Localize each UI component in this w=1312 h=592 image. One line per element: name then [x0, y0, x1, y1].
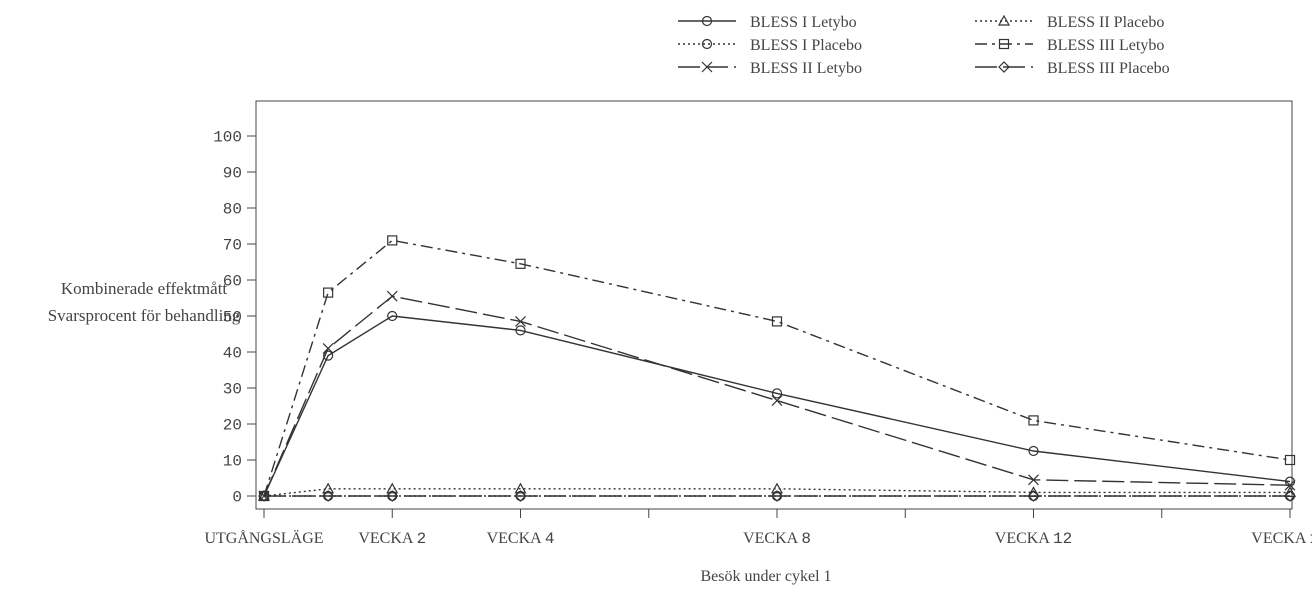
y-tick-label-80: 80 — [223, 201, 242, 219]
point-bless-iii-placebo-week-2 — [386, 490, 399, 502]
legend-marker-bless-i-letybo — [701, 15, 713, 27]
legend-item-bless-ii-placebo: BLESS II Placebo — [975, 14, 1164, 31]
legend-label-bless-ii-letybo: BLESS II Letybo — [750, 60, 862, 77]
x-axis: UTGÅNGSLÄGE VECKA 2 VECKA 4 VECKA 8 VECKA 12… — [204, 509, 1312, 548]
legend-marker-bless-ii-letybo — [701, 61, 713, 73]
point-bless-iii-letybo-week-1 — [323, 287, 334, 298]
point-bless-iii-placebo-week-16 — [1284, 490, 1296, 502]
point-bless-ii-letybo-week-1 — [322, 342, 334, 354]
legend-marker-bless-iii-placebo — [998, 61, 1010, 73]
point-bless-i-letybo-week-1 — [323, 350, 334, 361]
point-bless-ii-placebo-week-8 — [770, 482, 784, 494]
legend-marker-bless-iii-letybo — [998, 38, 1010, 50]
y-tick-label-10: 10 — [223, 453, 242, 471]
y-axis: 0 10 20 30 40 50 60 70 80 90 100 — [213, 129, 256, 507]
x-tick-label-week-12: VECKA 12 — [995, 530, 1072, 548]
series-bless-iii-letybo — [258, 235, 1296, 502]
point-bless-i-letybo-week-16 — [1284, 476, 1296, 487]
y-axis-label-line-1: Kombinerade effektmått — [61, 279, 228, 298]
legend-marker-bless-ii-placebo — [997, 14, 1011, 26]
point-bless-iii-placebo-week-4 — [514, 490, 527, 502]
legend-item-bless-i-letybo: BLESS I Letybo — [678, 14, 857, 31]
point-bless-iii-placebo-week-12 — [1027, 490, 1040, 502]
y-tick-label-60: 60 — [223, 273, 242, 291]
x-tick-label-week-8: VECKA 8 — [743, 530, 811, 548]
point-bless-i-letybo-week-12 — [1028, 445, 1039, 457]
series-bless-iii-placebo — [258, 490, 1296, 502]
y-tick-label-90: 90 — [223, 165, 242, 183]
point-bless-iii-letybo-week-8 — [771, 316, 783, 327]
point-bless-ii-placebo-week-4 — [514, 482, 527, 494]
legend-item-bless-i-placebo: BLESS I Placebo — [678, 37, 862, 54]
point-bless-ii-letybo-week-8 — [771, 395, 783, 407]
y-tick-label-20: 20 — [223, 417, 242, 435]
legend-item-bless-iii-placebo: BLESS III Placebo — [975, 60, 1170, 77]
point-bless-iii-letybo-week-12 — [1028, 415, 1039, 426]
x-tick-label-week-16: VECKA 16 — [1251, 530, 1312, 548]
legend: BLESS I Letybo BLESS I Placebo BLESS II Le… — [678, 14, 1170, 77]
point-bless-ii-letybo-week-16 — [1284, 479, 1296, 491]
legend-label-bless-i-letybo: BLESS I Letybo — [750, 14, 857, 31]
legend-label-bless-ii-placebo: BLESS II Placebo — [1047, 14, 1164, 31]
point-bless-ii-letybo-week-2 — [386, 290, 398, 302]
plot-border — [255, 100, 1293, 510]
legend-marker-bless-i-placebo — [701, 38, 713, 50]
point-bless-i-letybo-week-2 — [387, 310, 398, 322]
x-tick-label-week-2: VECKA 2 — [358, 530, 426, 548]
series-bless-i-letybo — [258, 310, 1296, 502]
y-tick-label-0: 0 — [232, 489, 242, 507]
series-line-bless-iii-letybo — [263, 239, 1291, 497]
point-bless-ii-placebo-week-2 — [386, 482, 399, 494]
point-bless-iii-placebo-week-0 — [258, 490, 270, 502]
series-line-bless-ii-placebo — [263, 488, 1290, 497]
point-bless-ii-letybo-week-12 — [1028, 474, 1039, 486]
point-bless-ii-letybo-week-4 — [515, 315, 526, 327]
y-tick-label-70: 70 — [223, 237, 242, 255]
point-bless-iii-letybo-week-16 — [1284, 454, 1296, 466]
x-tick-label-week-4: VECKA 4 — [487, 530, 555, 548]
series-line-bless-i-letybo — [263, 315, 1291, 497]
point-bless-iii-placebo-week-1 — [322, 490, 334, 502]
legend-item-bless-ii-letybo: BLESS II Letybo — [678, 60, 862, 77]
point-bless-i-letybo-week-4 — [515, 325, 526, 336]
y-tick-label-100: 100 — [213, 129, 242, 147]
point-bless-iii-letybo-week-4 — [515, 258, 526, 269]
point-bless-iii-letybo-week-2 — [387, 235, 398, 246]
y-axis-label-line-2: Svarsprocent för behandling — [48, 306, 241, 325]
y-tick-label-30: 30 — [223, 381, 242, 399]
y-tick-label-50: 50 — [223, 309, 242, 327]
x-tick-label-week-0: UTGÅNGSLÄGE — [204, 529, 323, 547]
legend-label-bless-iii-letybo: BLESS III Letybo — [1047, 37, 1164, 54]
series-bless-ii-letybo — [258, 290, 1296, 502]
legend-label-bless-iii-placebo: BLESS III Placebo — [1047, 60, 1170, 77]
legend-item-bless-iii-letybo: BLESS III Letybo — [975, 37, 1164, 54]
point-bless-iii-placebo-week-8 — [771, 490, 783, 502]
plot-frame — [255, 100, 1293, 510]
point-bless-i-letybo-week-8 — [771, 388, 783, 399]
point-bless-ii-placebo-week-1 — [322, 482, 335, 494]
legend-label-bless-i-placebo: BLESS I Placebo — [750, 37, 862, 54]
x-axis-label: Besök under cykel 1 — [700, 568, 831, 585]
series-layer — [257, 235, 1297, 502]
y-tick-label-40: 40 — [223, 345, 242, 363]
